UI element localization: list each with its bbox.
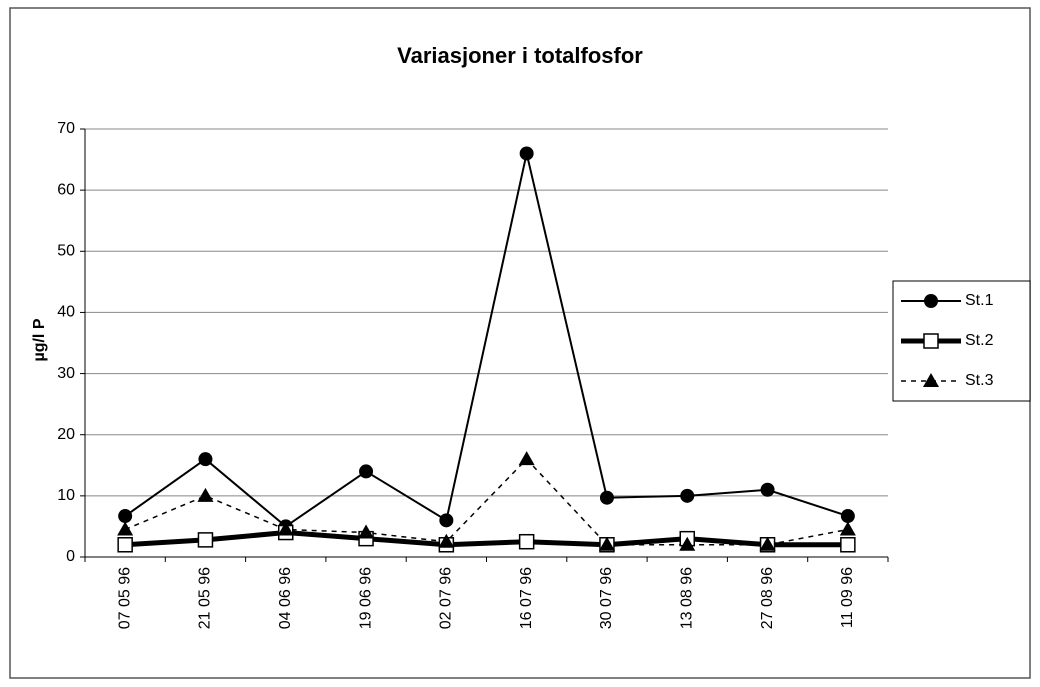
marker: [679, 536, 696, 551]
x-tick-label: 13 08 96: [678, 567, 695, 629]
marker: [840, 537, 856, 553]
x-tick-label: 16 07 96: [518, 567, 535, 629]
marker: [438, 533, 455, 548]
y-tick-label: 40: [57, 304, 75, 321]
marker: [599, 490, 614, 505]
marker: [439, 513, 454, 528]
y-tick-label: 70: [57, 120, 75, 137]
marker: [197, 532, 214, 548]
chart-title: Variasjoner i totalfosfor: [397, 43, 643, 68]
series-line: [124, 153, 849, 528]
x-tick-label: 27 08 96: [759, 567, 776, 629]
marker: [118, 509, 133, 524]
marker: [117, 521, 134, 536]
marker: [358, 524, 375, 539]
x-tick-label: 07 05 96: [116, 567, 133, 629]
x-tick-label: 21 05 96: [197, 567, 214, 629]
marker: [760, 482, 775, 497]
x-tick-label: 02 07 96: [438, 567, 455, 629]
marker: [840, 509, 855, 524]
marker: [518, 451, 535, 466]
x-tick-label: 04 06 96: [277, 567, 294, 629]
marker: [277, 521, 294, 536]
series-line: [124, 530, 848, 548]
y-tick-label: 60: [57, 181, 75, 198]
x-tick-label: 30 07 96: [598, 567, 615, 629]
marker: [923, 373, 939, 387]
marker: [598, 536, 615, 551]
marker: [359, 464, 374, 479]
marker: [519, 146, 534, 161]
legend-label: St.1: [965, 292, 994, 309]
y-tick-label: 0: [66, 548, 75, 565]
marker: [680, 488, 695, 503]
y-axis-label: µg/l P: [31, 318, 48, 361]
marker: [759, 536, 776, 551]
y-tick-label: 30: [57, 365, 75, 382]
y-tick-label: 10: [57, 487, 75, 504]
marker: [839, 521, 856, 536]
y-tick-label: 50: [57, 243, 75, 260]
marker: [924, 294, 938, 308]
marker: [198, 452, 213, 467]
marker: [117, 537, 133, 553]
marker: [923, 333, 939, 349]
x-tick-label: 11 09 96: [839, 567, 856, 628]
y-tick-label: 20: [57, 426, 75, 443]
legend-label: St.3: [965, 372, 994, 389]
series-line: [124, 458, 848, 546]
chart-frame: [9, 7, 1031, 679]
marker: [197, 487, 214, 502]
marker: [518, 533, 535, 550]
legend-label: St.2: [965, 332, 994, 349]
x-tick-label: 19 06 96: [357, 567, 374, 629]
